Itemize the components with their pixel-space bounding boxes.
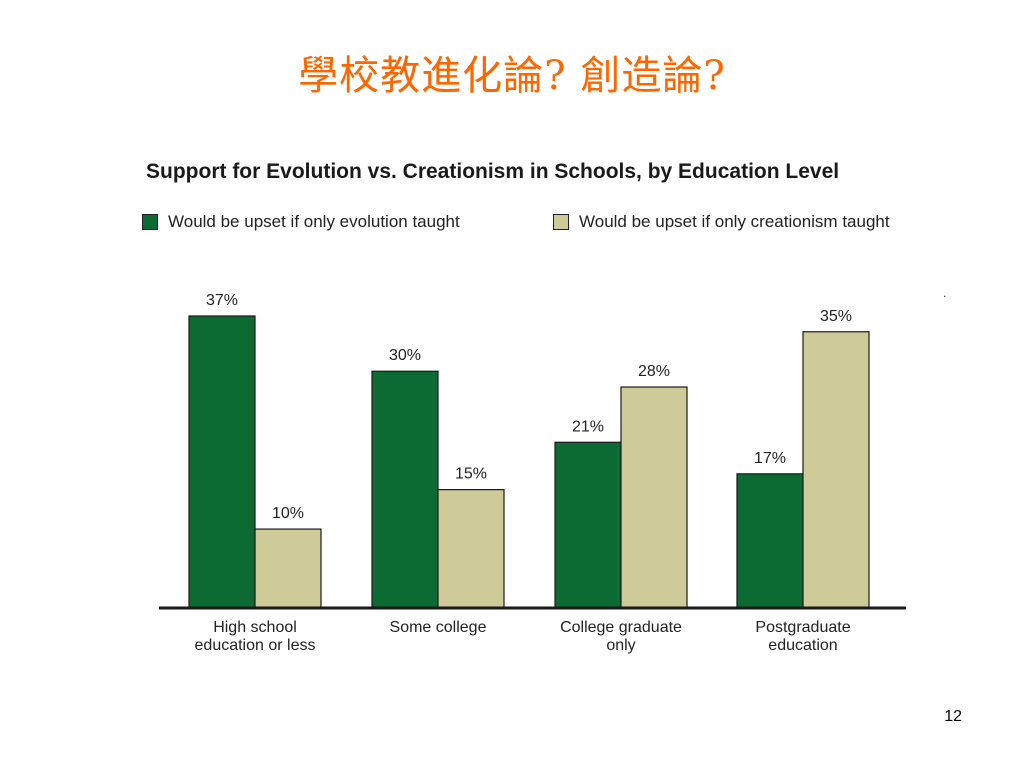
bar-evolution-2 — [554, 441, 622, 609]
data-label-evolution-3: 17% — [754, 450, 786, 467]
bar-evolution-0 — [188, 315, 256, 609]
category-label-0-0: High school — [213, 619, 297, 636]
data-label-creationism-3: 35% — [820, 308, 852, 325]
data-label-creationism-1: 15% — [455, 466, 487, 483]
chart-legend: Would be upset if only evolution taught … — [142, 212, 952, 238]
bar-creationism-3 — [802, 331, 870, 609]
category-label-3-0: Postgraduate — [755, 619, 850, 636]
bar-creationism-0 — [254, 528, 322, 609]
data-label-creationism-0: 10% — [272, 505, 304, 522]
data-label-evolution-1: 30% — [389, 347, 421, 364]
legend-label-evolution: Would be upset if only evolution taught — [168, 212, 460, 231]
data-label-creationism-2: 28% — [638, 363, 670, 380]
category-label-3-1: education — [768, 637, 837, 654]
legend-swatch-creationism — [553, 214, 569, 230]
bar-evolution-3 — [736, 473, 804, 609]
stray-mark: . — [943, 286, 947, 300]
slide-title: 學校教進化論? 創造論? — [298, 53, 726, 99]
category-label-0-1: education or less — [195, 637, 316, 654]
bar-evolution-1 — [371, 370, 439, 609]
legend-swatch-evolution — [142, 214, 158, 230]
bar-creationism-2 — [620, 386, 688, 609]
data-label-evolution-0: 37% — [206, 292, 238, 309]
category-label-2-1: only — [606, 637, 635, 654]
category-label-2-0: College graduate — [560, 619, 682, 636]
data-label-evolution-2: 21% — [572, 418, 604, 435]
legend-item-creationism: Would be upset if only creationism taugh… — [553, 212, 890, 232]
chart-title: Support for Evolution vs. Creationism in… — [146, 160, 840, 183]
category-label-1-0: Some college — [390, 619, 487, 636]
page-number: 12 — [944, 708, 962, 725]
legend-label-creationism: Would be upset if only creationism taugh… — [579, 212, 890, 231]
legend-item-evolution: Would be upset if only evolution taught — [142, 212, 460, 232]
bar-creationism-1 — [437, 489, 505, 609]
